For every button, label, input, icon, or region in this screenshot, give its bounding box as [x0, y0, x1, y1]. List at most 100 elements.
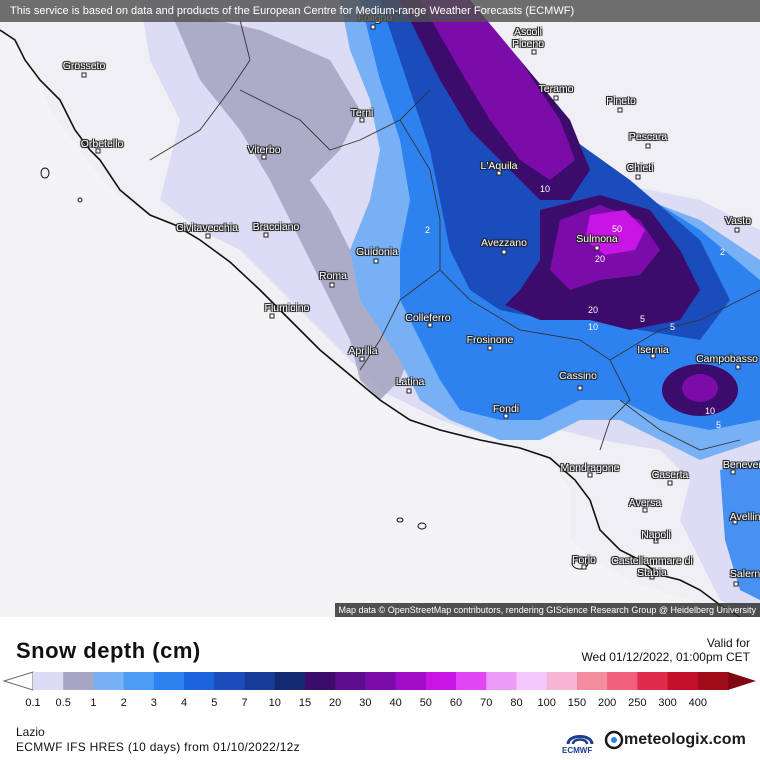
city-label: Guidonia: [355, 246, 399, 258]
city-marker: [577, 385, 583, 391]
coastline: [0, 29, 741, 617]
legend-tick-label: 3: [150, 697, 157, 709]
legend-tick-label: 0.1: [25, 697, 41, 709]
legend-swatch: [425, 672, 457, 690]
city-marker: [205, 233, 211, 239]
city-label: Roma: [318, 270, 348, 282]
city-label: Benevento: [722, 459, 760, 471]
legend-swatch: [153, 672, 185, 690]
city-label: Avellino: [729, 511, 760, 523]
city-label: Isernia: [637, 344, 669, 356]
island-ponza: [396, 517, 404, 523]
city-label: Sulmona: [576, 233, 618, 245]
city-label: Campobasso: [696, 353, 758, 365]
model-run-info: ECMWF IFS HRES (10 days) from 01/10/2022…: [16, 740, 300, 754]
city-label: Bracciano: [252, 221, 300, 233]
legend-tick-label: 70: [480, 697, 493, 709]
city-marker: [587, 472, 593, 478]
city-marker: [329, 282, 335, 288]
snow-zone-grey: [170, 10, 420, 400]
region-label: Lazio: [16, 725, 45, 739]
city-marker: [406, 388, 412, 394]
legend-tick-label: 400: [688, 697, 707, 709]
city-label: Caserta: [651, 469, 689, 481]
city-label: Fiumicino: [264, 302, 310, 314]
city-marker: [642, 507, 648, 513]
city-label: Teramo: [538, 83, 574, 95]
snow-zone-campobasso-core: [682, 374, 718, 402]
contour-label: 10: [705, 406, 715, 416]
contour-label: 5: [716, 420, 721, 430]
city-marker: [269, 313, 275, 319]
city-marker: [594, 245, 600, 251]
legend-swatch: [365, 672, 397, 690]
legend-tick-label: 80: [510, 697, 523, 709]
legend-swatch: [244, 672, 276, 690]
color-legend: 0.1 0.5 1 2 3 4 5 7 10 15 20 30 40 50 60 70 80 100 150 200 2…: [0, 670, 760, 710]
meteologix-logo-icon[interactable]: [604, 730, 624, 750]
legend-tick-label: 2: [120, 697, 127, 709]
legend-swatch: [214, 672, 246, 690]
contour-label: 5: [670, 322, 675, 332]
city-label: Castellammare di Stabia: [611, 555, 693, 579]
city-marker: [653, 538, 659, 544]
legend-tick-label: 20: [329, 697, 342, 709]
city-label: Civitavecchia: [176, 222, 238, 234]
city-marker: [645, 143, 651, 149]
city-label: Chieti: [626, 162, 654, 174]
ecmwf-logo-icon: [566, 735, 594, 745]
city-marker: [581, 564, 587, 570]
city-marker: [359, 117, 365, 123]
valid-date: Wed 01/12/2022, 01:00pm CET: [581, 650, 750, 664]
contour-label: 10: [588, 322, 598, 332]
map-canvas: 2 10 20 20 10 5 5 10 5 50 2: [0, 0, 760, 617]
legend-tick-label: 250: [628, 697, 647, 709]
city-marker: [732, 519, 738, 525]
city-label: Frosinone: [466, 334, 514, 346]
city-label: Fondi: [492, 403, 520, 415]
snow-zone-20: [420, 0, 575, 180]
city-label: Pineto: [606, 95, 636, 107]
snow-zone-south-edge: [720, 460, 760, 600]
city-marker: [649, 574, 655, 580]
legend-tick-label: 30: [359, 697, 372, 709]
legend-swatch: [184, 672, 215, 690]
legend-swatch: [33, 672, 64, 690]
legend-tick-label: 7: [241, 697, 248, 709]
ecmwf-logo-text: ECMWF: [562, 746, 593, 755]
brand-link[interactable]: meteologix.com: [624, 731, 746, 748]
city-label: Avezzano: [481, 237, 527, 249]
city-marker: [650, 353, 656, 359]
map-attribution[interactable]: Map data © OpenStreetMap contributors, r…: [334, 603, 760, 617]
legend-tick-label: 1: [90, 697, 97, 709]
city-marker: [370, 24, 376, 30]
snow-depth-map[interactable]: 2 10 20 20 10 5 5 10 5 50 2 Foligno Asco…: [0, 0, 760, 617]
city-marker: [733, 581, 739, 587]
city-label: Aprilia: [348, 345, 378, 357]
city-marker: [734, 227, 740, 233]
city-marker: [373, 258, 379, 264]
legend-tick-label: 300: [658, 697, 677, 709]
legend-tick-label: 100: [537, 697, 556, 709]
contour-label: 2: [720, 247, 725, 257]
legend-tick-label: 10: [268, 697, 281, 709]
city-marker: [553, 95, 559, 101]
contour-label: 2: [425, 225, 430, 235]
sea-area: [0, 40, 700, 617]
island-ventotene: [417, 522, 427, 530]
snow-zone-40: [585, 210, 645, 255]
contour-label: 20: [588, 305, 598, 315]
legend-arrow-high: [728, 672, 756, 690]
city-label: Viterbo: [247, 144, 281, 156]
city-marker: [261, 154, 267, 160]
city-label: Ascoli Piceno: [511, 26, 545, 50]
legend-swatch: [486, 672, 517, 690]
legend-swatch: [637, 672, 669, 690]
city-marker: [730, 469, 736, 475]
city-marker: [263, 232, 269, 238]
city-label: Grosseto: [62, 60, 106, 72]
legend-swatch: [546, 672, 578, 690]
legend-swatch: [576, 672, 608, 690]
legend-swatch: [63, 672, 94, 690]
legend-tick-label: 4: [181, 697, 188, 709]
